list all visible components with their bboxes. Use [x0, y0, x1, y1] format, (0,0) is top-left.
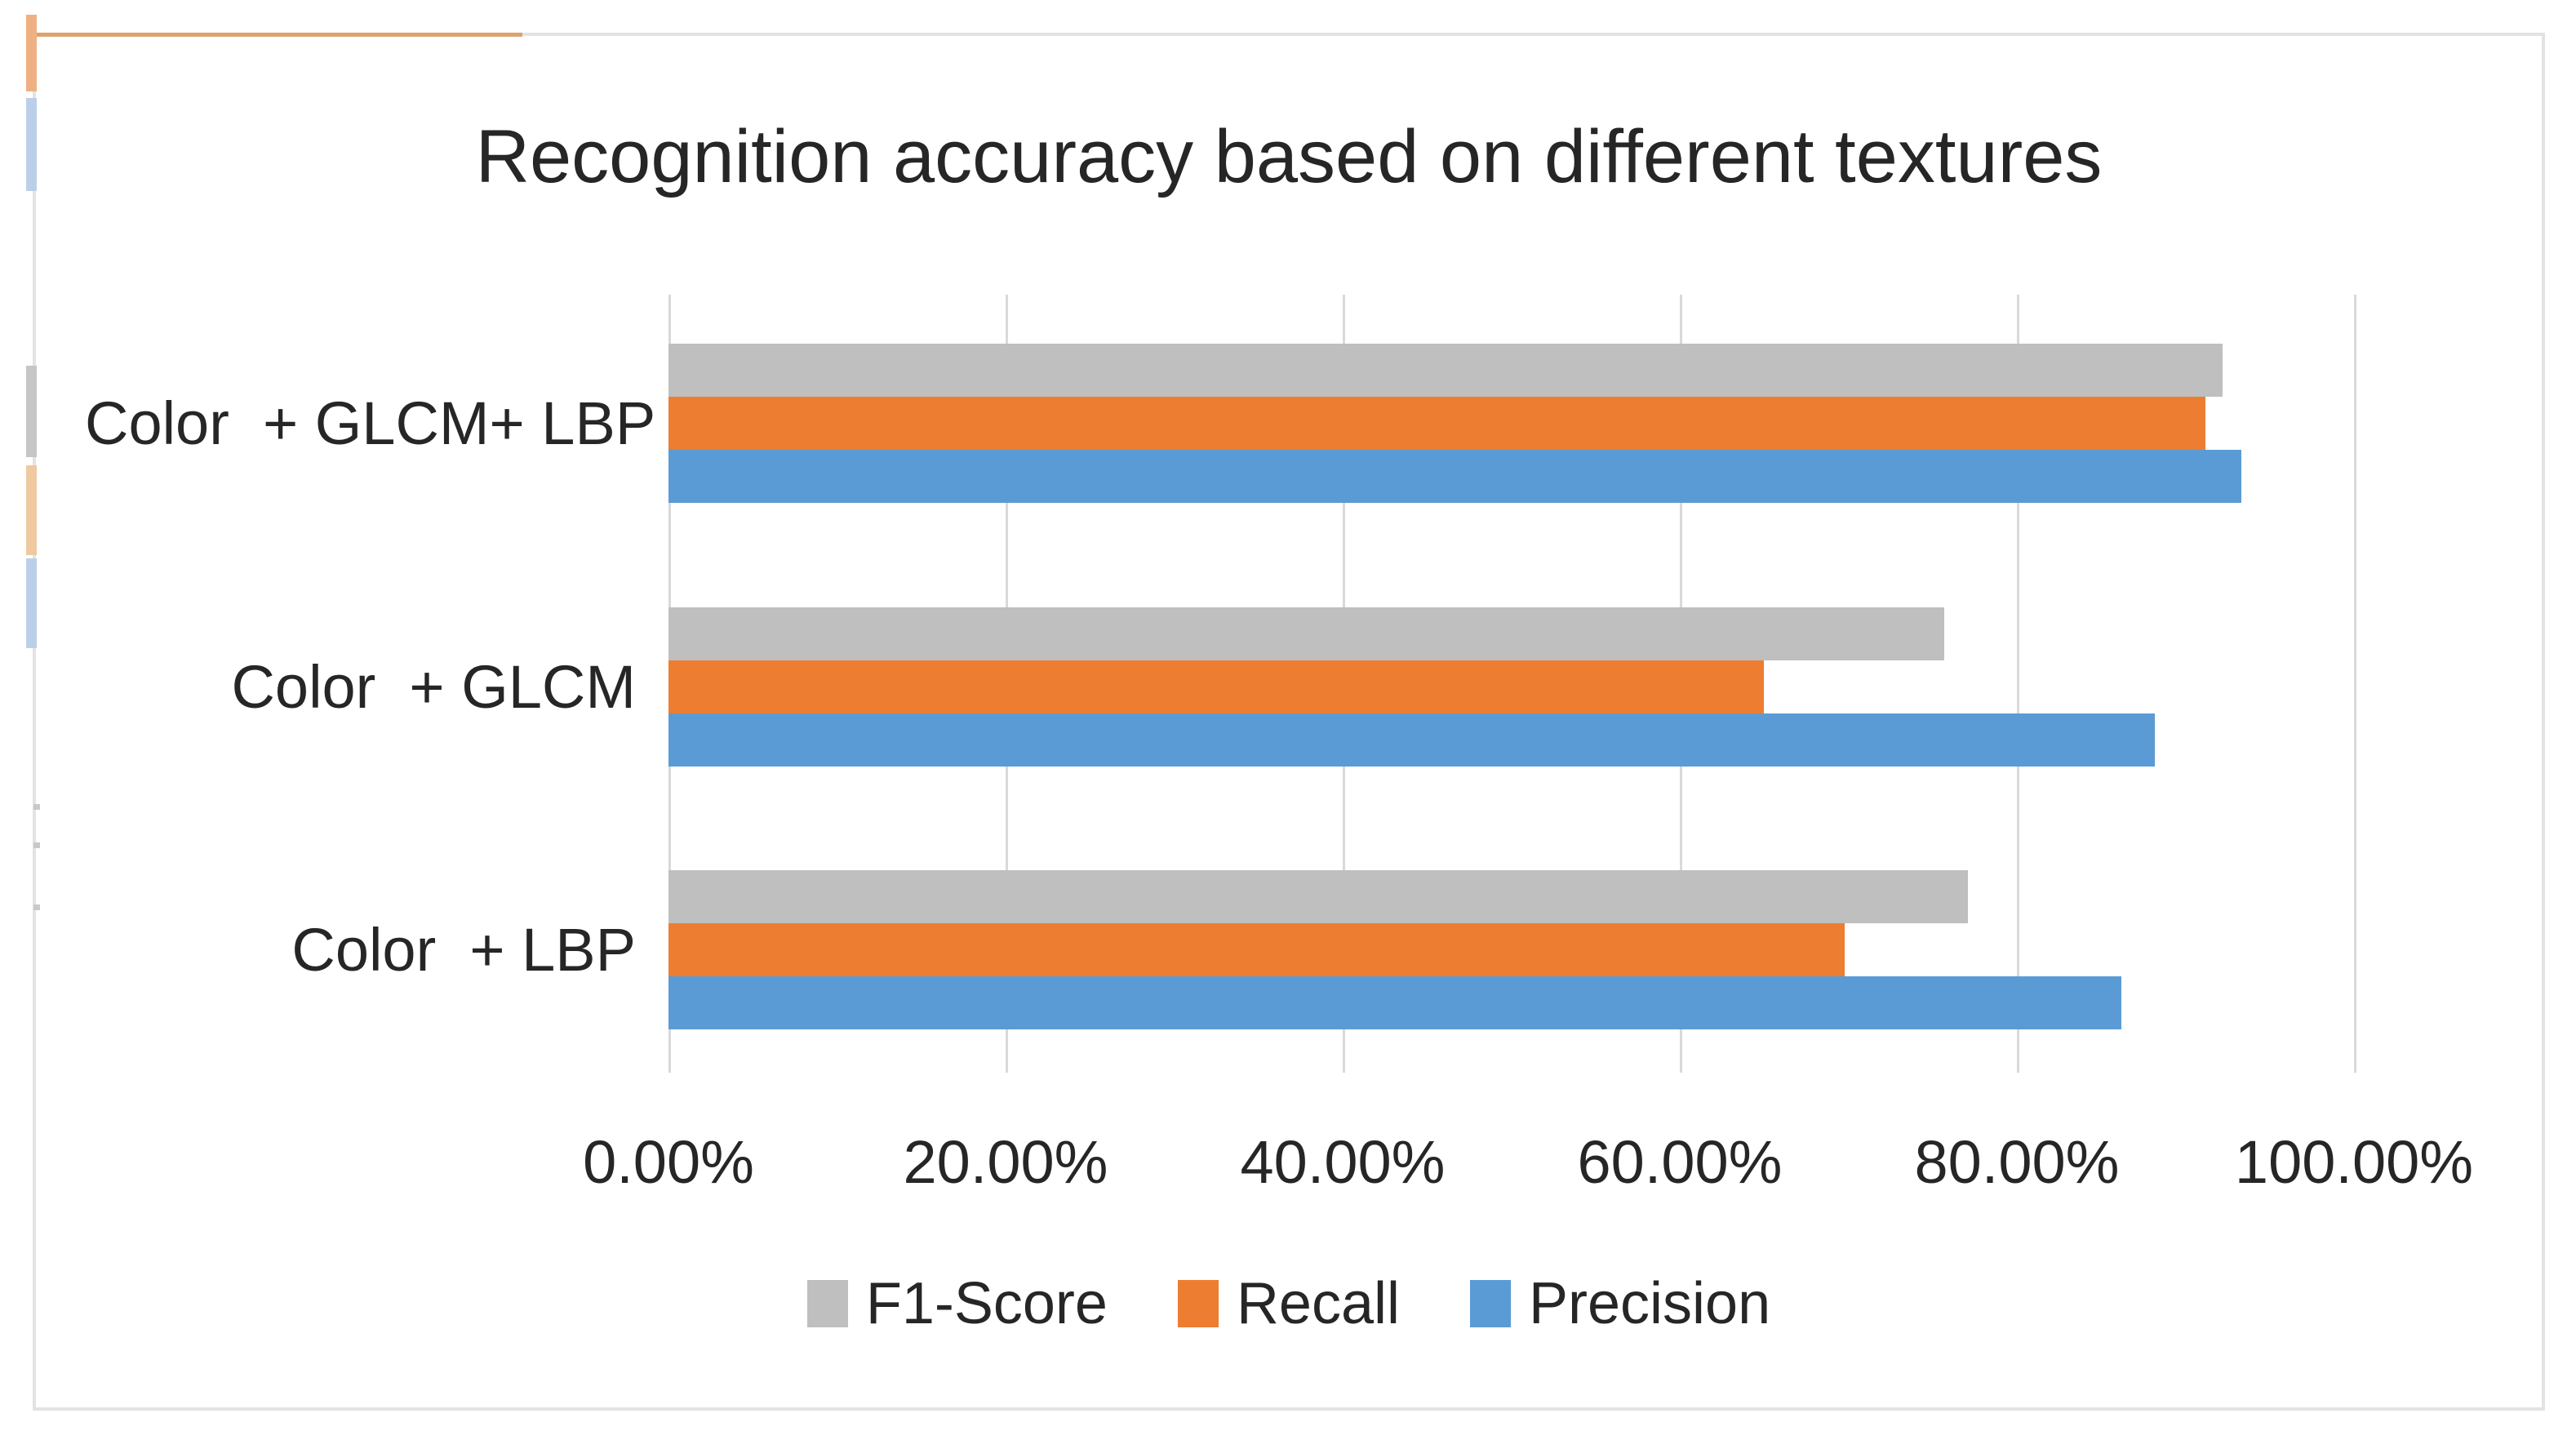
bar-recall-category-2[interactable]: [668, 660, 1764, 713]
background-chart-sliver-1: [26, 15, 37, 91]
chart-title[interactable]: Recognition accuracy based on different …: [475, 115, 2103, 198]
x-tick-label-0.00%: 0.00%: [583, 1128, 754, 1196]
legend-item-recall[interactable]: Recall: [1177, 1271, 1401, 1336]
bar-recall-category-1[interactable]: [668, 397, 2205, 450]
category-label-2: Color + GLCM: [231, 653, 636, 721]
chart-border-accent: [33, 33, 522, 37]
legend-item-f1-score[interactable]: F1-Score: [806, 1271, 1108, 1336]
bar-f1-score-category-3[interactable]: [668, 870, 1968, 923]
chart-legend[interactable]: F1-Score Recall Precision: [36, 1271, 2542, 1336]
bar-precision-category-3[interactable]: [668, 976, 2121, 1029]
legend-marker-f1-score: [806, 1280, 848, 1327]
category-label-3: Color + LBP: [291, 916, 636, 984]
background-chart-sliver-3: [26, 366, 37, 457]
category-label-1: Color + GLCM+ LBP: [85, 389, 656, 457]
gridline-80.00%: [2017, 295, 2019, 1073]
legend-label-f1-score: F1-Score: [865, 1271, 1108, 1336]
gridline-100.00%: [2354, 295, 2356, 1073]
legend-label-precision: Precision: [1529, 1271, 1771, 1336]
legend-marker-precision: [1470, 1280, 1512, 1327]
background-chart-sliver-5: [26, 558, 37, 648]
bar-f1-score-category-2[interactable]: [668, 607, 1944, 660]
background-speck-3: [33, 904, 40, 910]
bar-precision-category-2[interactable]: [668, 713, 2155, 767]
legend-item-precision[interactable]: Precision: [1470, 1271, 1770, 1336]
x-tick-label-20.00%: 20.00%: [903, 1128, 1108, 1196]
bar-f1-score-category-1[interactable]: [668, 344, 2223, 397]
x-tick-label-60.00%: 60.00%: [1577, 1128, 1783, 1196]
x-tick-label-40.00%: 40.00%: [1240, 1128, 1446, 1196]
x-tick-label-80.00%: 80.00%: [1914, 1128, 2120, 1196]
background-speck-2: [33, 842, 40, 848]
x-tick-label-100.00%: 100.00%: [2234, 1128, 2474, 1196]
background-speck-1: [33, 804, 40, 810]
background-chart-sliver-4: [26, 465, 37, 555]
bar-recall-category-3[interactable]: [668, 923, 1845, 976]
plot-area: [668, 295, 2403, 1073]
chart-area[interactable]: Recognition accuracy based on different …: [33, 33, 2545, 1411]
background-chart-sliver-2: [26, 98, 37, 191]
bar-precision-category-1[interactable]: [668, 450, 2241, 503]
legend-marker-recall: [1177, 1280, 1219, 1327]
legend-label-recall: Recall: [1236, 1271, 1401, 1336]
